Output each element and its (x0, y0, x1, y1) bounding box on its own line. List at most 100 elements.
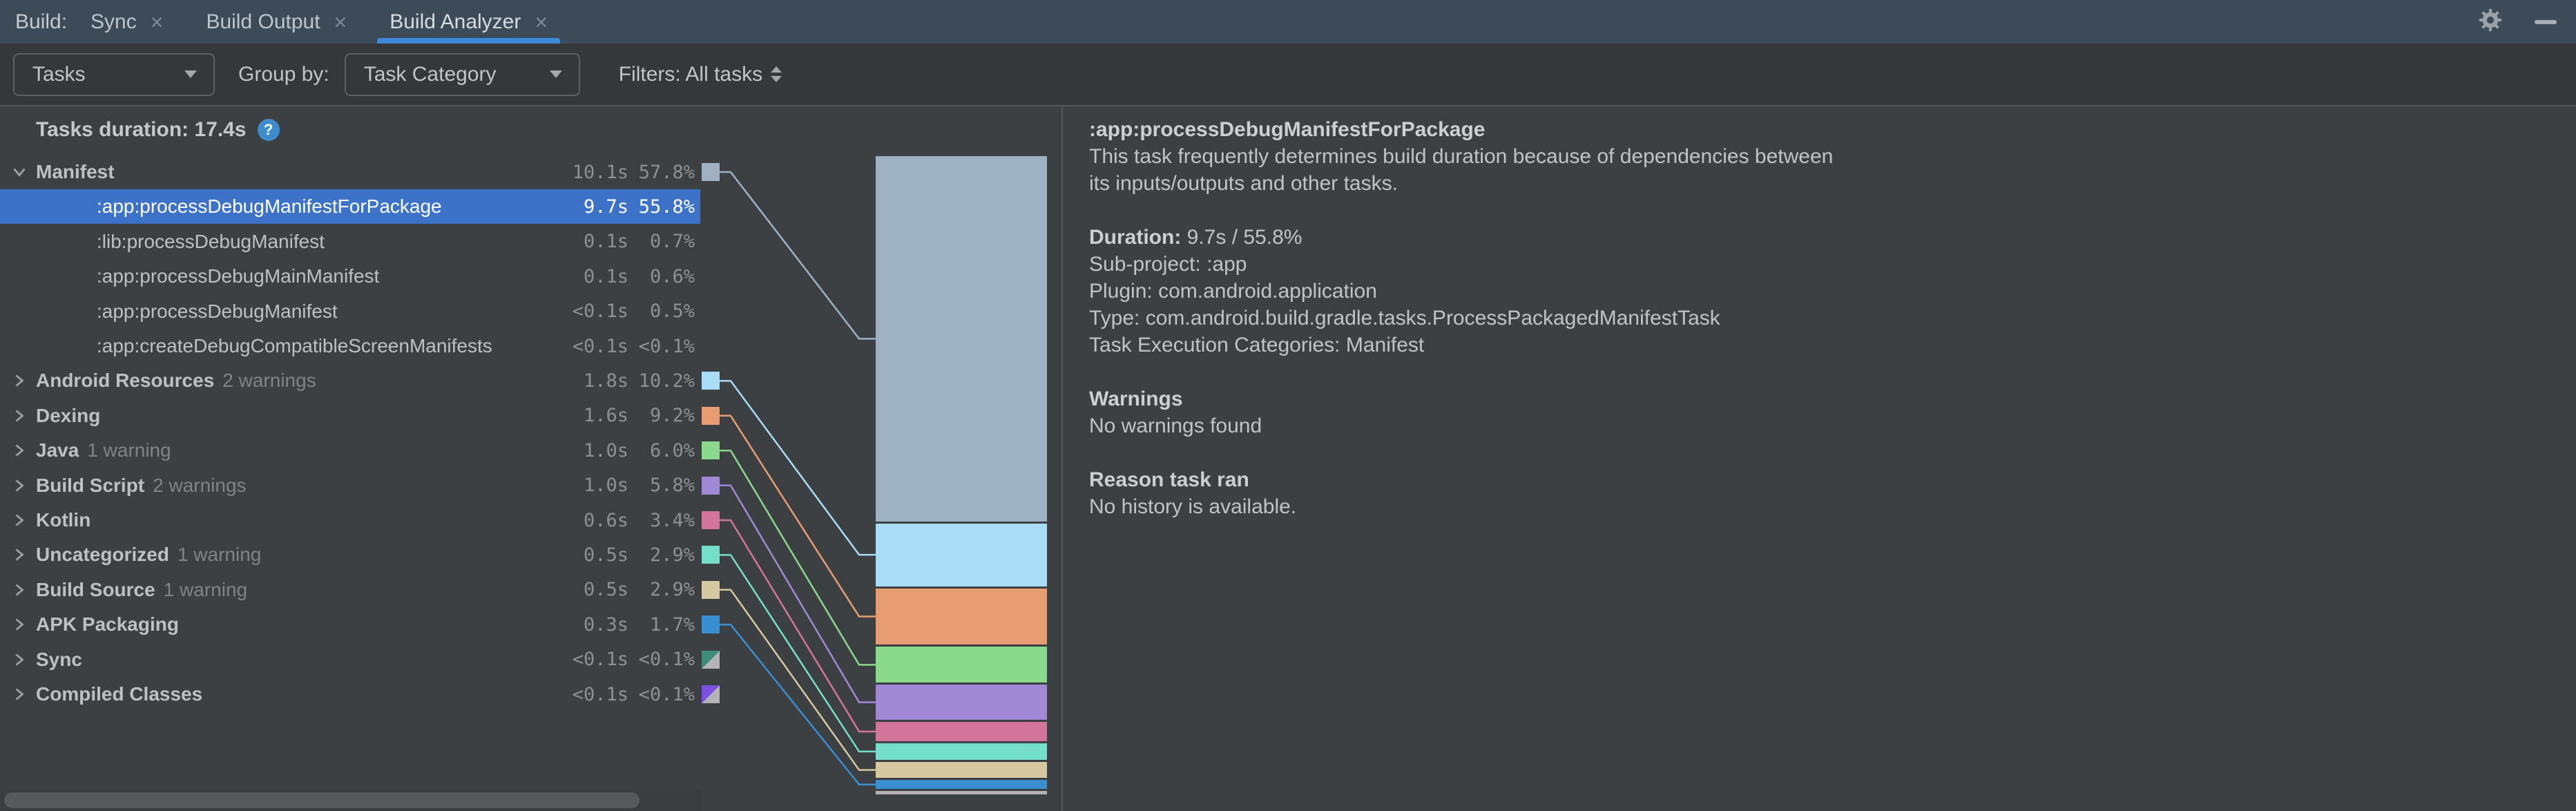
chevron-down-icon[interactable] (11, 164, 28, 180)
category-color-swatch (702, 372, 720, 390)
chevron-right-icon[interactable] (11, 372, 28, 389)
bar-segment-dexing[interactable] (876, 588, 1047, 645)
category-row-dexing[interactable]: Dexing 1.6s 9.2% (0, 399, 700, 433)
row-duration: 1.0s (583, 475, 628, 497)
horizontal-scrollbar-thumb[interactable] (4, 792, 640, 808)
row-duration: 0.1s (583, 231, 628, 253)
row-duration: 0.1s (583, 265, 628, 287)
close-icon[interactable]: × (535, 9, 548, 35)
row-percent: 10.2% (638, 370, 695, 392)
bar-segment-android-resources[interactable] (876, 523, 1047, 586)
category-row-kotlin[interactable]: Kotlin 0.6s 3.4% (0, 503, 700, 537)
row-label: Dexing (36, 404, 101, 426)
view-selector-combobox[interactable]: Tasks (13, 53, 215, 96)
row-duration: 1.0s (583, 439, 628, 461)
category-color-swatch (702, 685, 720, 703)
row-percent: 0.5% (649, 300, 695, 323)
chevron-right-icon[interactable] (11, 408, 28, 424)
row-duration: 0.3s (583, 613, 628, 636)
help-icon[interactable]: ? (257, 119, 280, 141)
row-duration: 9.7s (583, 195, 628, 218)
row-label: :app:createDebugCompatibleScreenManifest… (97, 335, 492, 356)
build-toolwindow-tabbar: Build: Sync × Build Output × Build Analy… (0, 0, 2576, 44)
chevron-right-icon[interactable] (11, 442, 28, 459)
row-duration: 1.8s (583, 370, 628, 392)
detail-field-duration: Duration: 9.7s / 55.8% (1089, 226, 1303, 249)
bar-segment-apk-packaging[interactable] (876, 780, 1047, 790)
bar-segment-kotlin[interactable] (876, 721, 1047, 742)
category-row-sync[interactable]: Sync <0.1s <0.1% (0, 642, 700, 677)
detail-description: This task frequently determines build du… (1089, 145, 1834, 195)
category-row-build-script[interactable]: Build Script 2 warnings 1.0s 5.8% (0, 468, 700, 503)
category-color-swatch (702, 163, 720, 181)
category-row-compiled-classes[interactable]: Compiled Classes <0.1s <0.1% (0, 677, 700, 712)
gear-icon[interactable] (2478, 8, 2503, 36)
build-label: Build: (15, 10, 68, 33)
row-percent: <0.1% (638, 683, 695, 705)
row-percent: <0.1% (638, 335, 695, 357)
tab-build-analyzer[interactable]: Build Analyzer × (370, 0, 567, 44)
bar-segment-build-script[interactable] (876, 685, 1047, 720)
category-row-apk-packaging[interactable]: APK Packaging 0.3s 1.7% (0, 607, 700, 642)
row-percent: 3.4% (649, 509, 695, 531)
row-duration: 0.6s (583, 509, 628, 531)
category-row-manifest[interactable]: Manifest 10.1s 57.8% (0, 155, 700, 189)
task-row-lib-processdebugmanifest[interactable]: :lib:processDebugManifest 0.1s 0.7% (0, 225, 700, 259)
task-list-panel: Tasks duration: 17.4s ? Manifest 10.1s 57.… (0, 106, 1061, 811)
tab-sync[interactable]: Sync × (90, 9, 164, 35)
hide-toolwindow-icon[interactable] (2535, 19, 2557, 24)
detail-field-sub-project: Sub-project: :app (1089, 253, 1247, 276)
task-row-app-processdebugmanifest[interactable]: :app:processDebugManifest <0.1s 0.5% (0, 294, 700, 329)
task-row-app-processdebugmainmanifest[interactable]: :app:processDebugMainManifest 0.1s 0.6% (0, 259, 700, 294)
chevron-right-icon[interactable] (11, 477, 28, 494)
category-row-android-resources[interactable]: Android Resources 2 warnings 1.8s 10.2% (0, 363, 700, 398)
chevron-right-icon[interactable] (11, 686, 28, 703)
chevron-right-icon[interactable] (11, 616, 28, 633)
group-by-label: Group by: (238, 62, 329, 86)
task-row-app-processdebugmanifestforpackage[interactable]: :app:processDebugManifestForPackage 9.7s 5… (0, 189, 700, 225)
close-icon[interactable]: × (150, 9, 164, 35)
bar-segment-uncategorized[interactable] (876, 743, 1047, 760)
panel-divider[interactable] (1061, 106, 1063, 811)
tasks-duration-header: Tasks duration: 17.4s ? (36, 115, 280, 145)
detail-field-plugin: Plugin: com.android.application (1089, 280, 1377, 303)
row-label: APK Packaging (36, 613, 179, 636)
detail-fields: Duration: 9.7s / 55.8% Sub-project: :app P… (1089, 224, 2576, 359)
task-detail-panel: :app:processDebugManifestForPackage This… (1063, 106, 2576, 811)
row-label: Compiled Classes (36, 683, 203, 705)
category-row-java[interactable]: Java 1 warning 1.0s 6.0% (0, 433, 700, 468)
bar-segment-manifest[interactable] (876, 156, 1047, 522)
row-duration: <0.1s (572, 683, 628, 705)
row-duration: 10.1s (572, 161, 628, 183)
group-by-combobox[interactable]: Task Category (344, 53, 580, 96)
horizontal-scrollbar-track[interactable] (0, 789, 702, 811)
row-percent: 0.7% (649, 231, 695, 253)
row-percent: 5.8% (649, 475, 695, 497)
bar-segment-build-source[interactable] (876, 761, 1047, 779)
expand-collapse-icon (771, 66, 782, 82)
row-label: Manifest (36, 161, 115, 182)
close-icon[interactable]: × (334, 9, 347, 35)
chevron-right-icon[interactable] (11, 512, 28, 528)
category-row-build-source[interactable]: Build Source 1 warning 0.5s 2.9% (0, 573, 700, 607)
row-label: Build Source 1 warning (36, 578, 248, 600)
row-label: :app:processDebugMainManifest (97, 265, 380, 287)
row-percent: 9.2% (649, 405, 695, 427)
chevron-right-icon[interactable] (11, 546, 28, 563)
bar-segment-java[interactable] (876, 647, 1047, 683)
row-percent: 0.6% (649, 265, 695, 287)
task-row-app-createdebugcompatiblescreenmanifests[interactable]: :app:createDebugCompatibleScreenManifest… (0, 329, 700, 363)
reason-header: Reason task ran (1089, 468, 1249, 491)
chevron-right-icon[interactable] (11, 582, 28, 598)
category-color-swatch (702, 580, 720, 599)
category-row-uncategorized[interactable]: Uncategorized 1 warning 0.5s 2.9% (0, 537, 700, 572)
tab-build-output[interactable]: Build Output × (206, 9, 347, 35)
row-percent: 2.9% (649, 544, 695, 566)
bar-segment-other-sync-compiled-classes[interactable] (876, 791, 1047, 795)
detail-field-type: Type: com.android.build.gradle.tasks.Pro… (1089, 307, 1720, 330)
row-duration: <0.1s (572, 649, 628, 671)
row-percent: 57.8% (638, 161, 695, 183)
row-percent: 2.9% (649, 579, 695, 601)
filters-control[interactable]: Filters: All tasks (619, 63, 782, 86)
chevron-right-icon[interactable] (11, 651, 28, 668)
